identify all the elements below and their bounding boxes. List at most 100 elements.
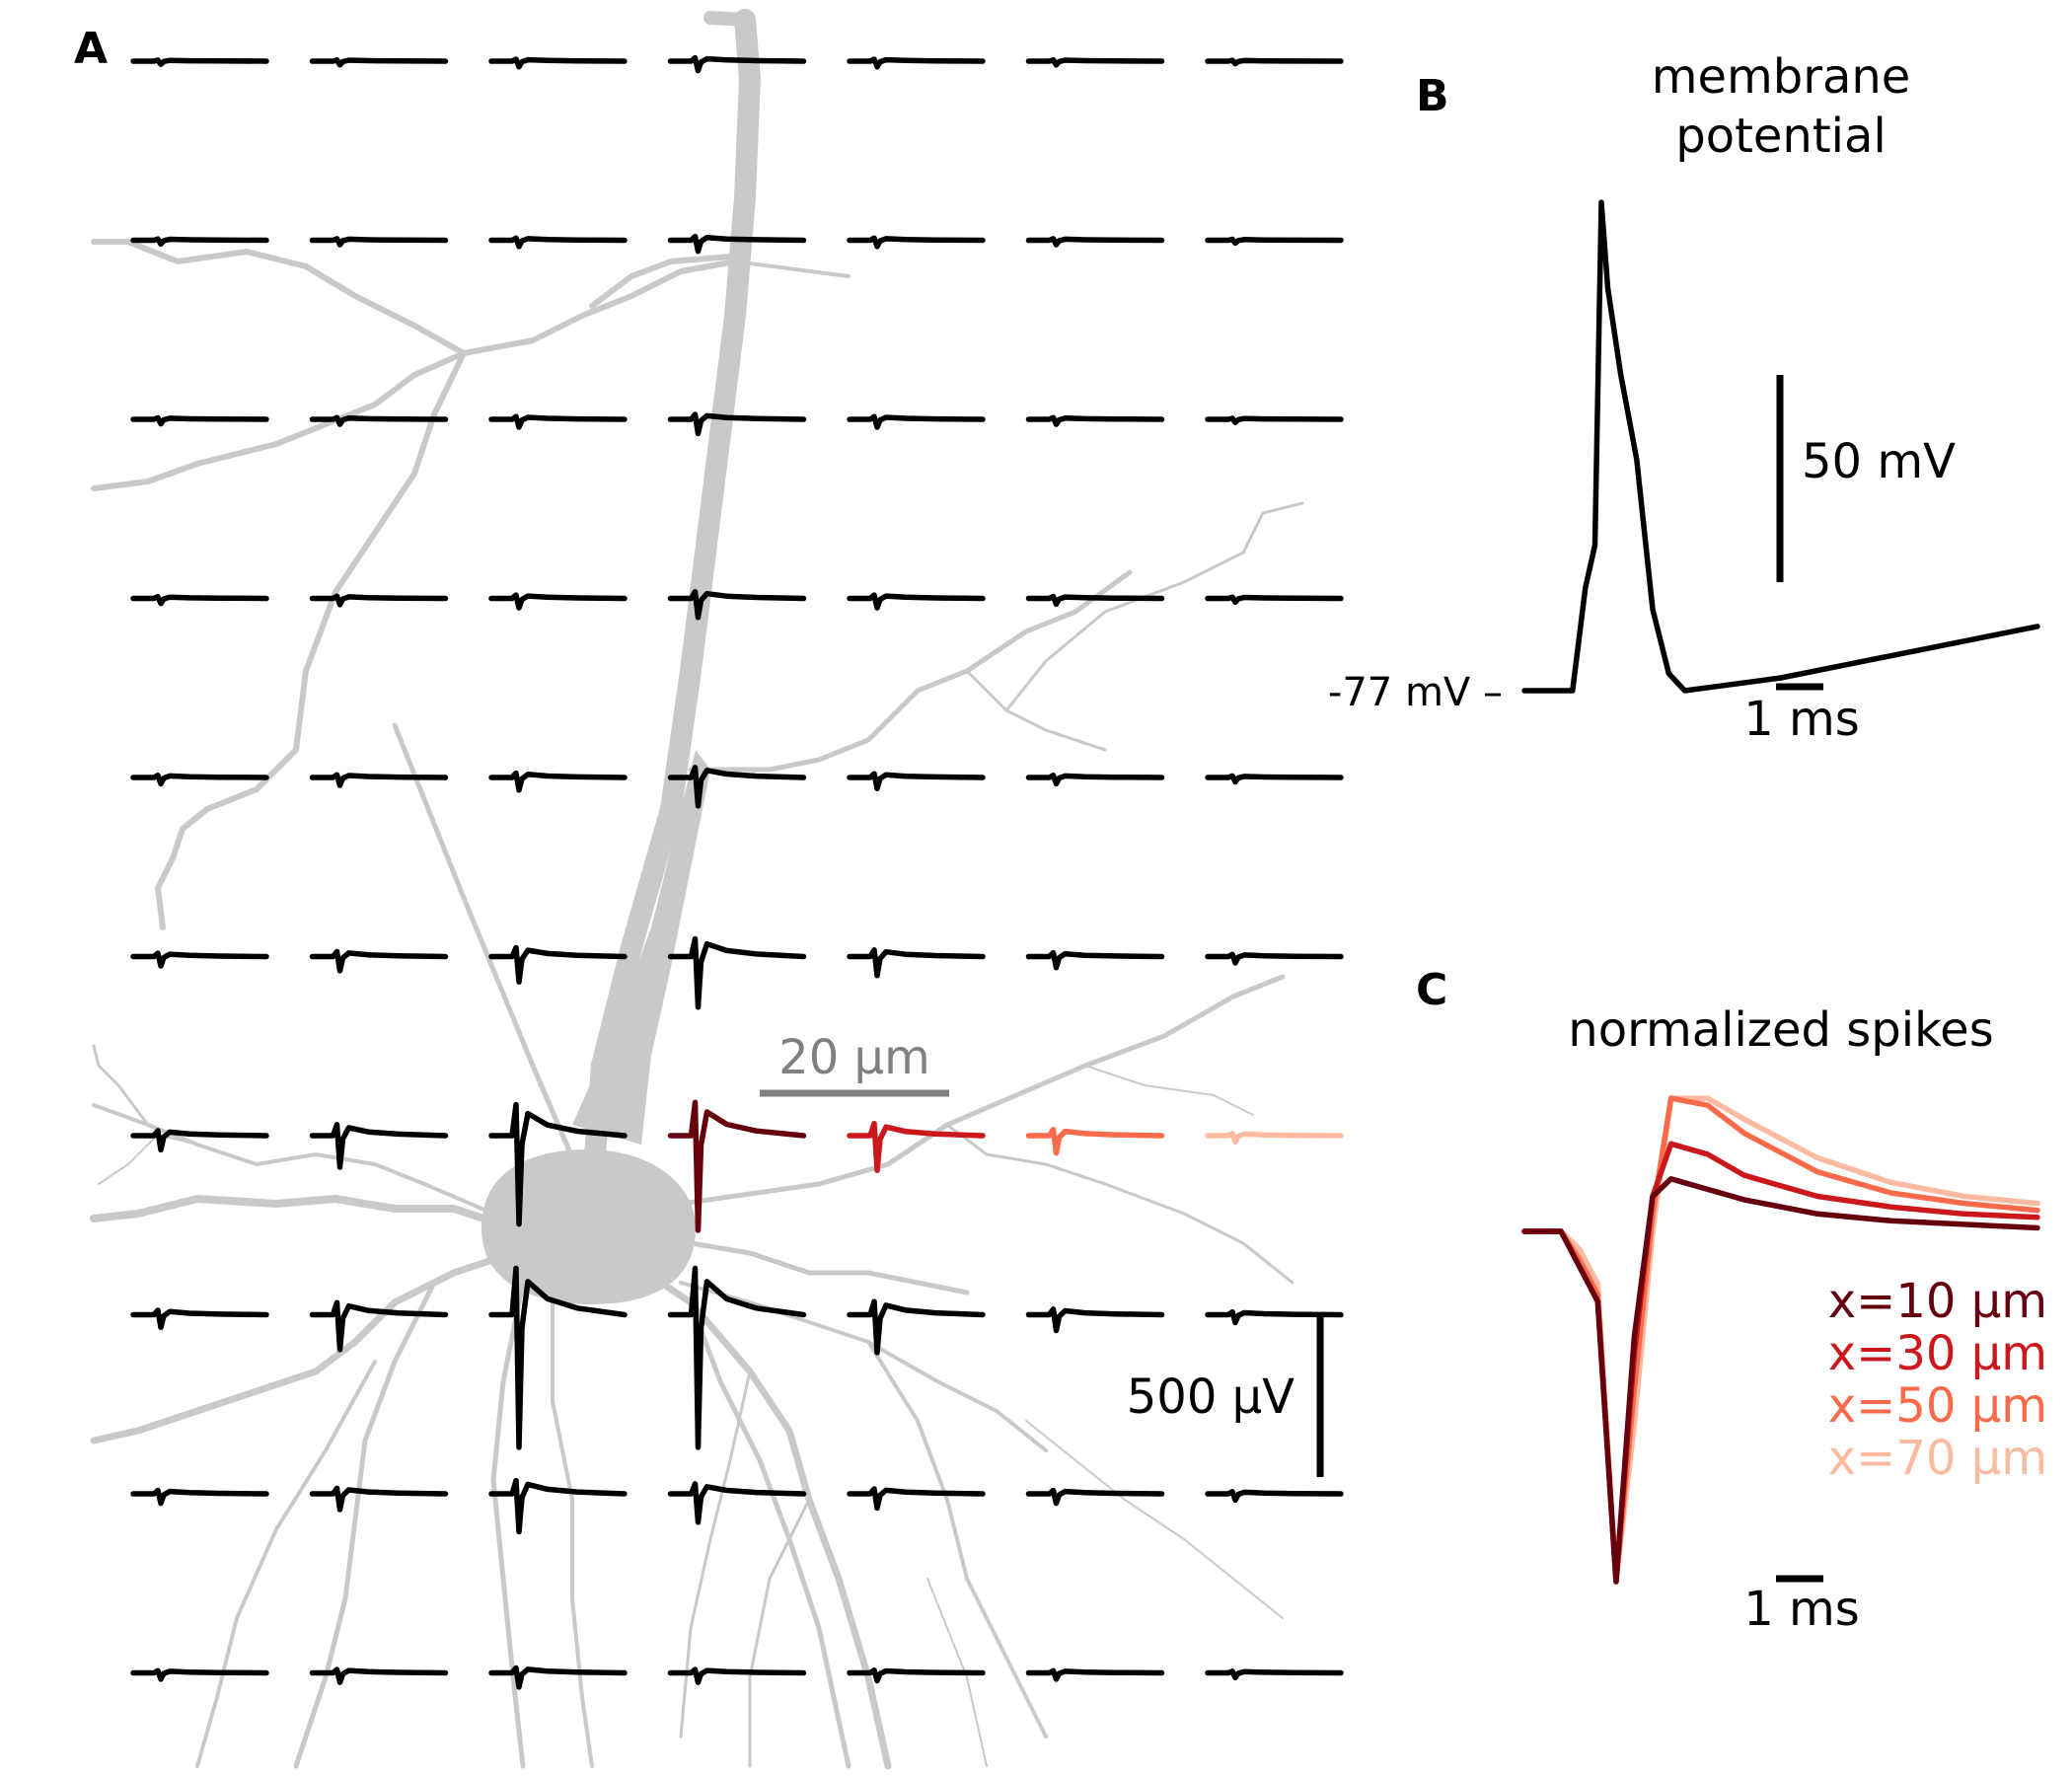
extracellular-trace xyxy=(847,1298,986,1356)
legend-entry: x=10 μm xyxy=(1828,1274,2047,1329)
spike-legend: x=10 μmx=30 μmx=50 μmx=70 μm xyxy=(1828,1274,2047,1486)
extracellular-trace xyxy=(667,1666,807,1685)
extracellular-trace xyxy=(130,593,269,607)
extracellular-trace xyxy=(488,592,628,611)
normalized-spike-traces xyxy=(1521,1095,2040,1585)
extracellular-trace xyxy=(1205,1308,1344,1326)
extracellular-trace xyxy=(488,413,628,430)
neuron-morphology xyxy=(90,9,1304,1770)
extracellular-trace xyxy=(1025,1667,1165,1682)
dendrite-branch xyxy=(926,1578,988,1767)
extracellular-trace xyxy=(1205,415,1344,425)
extracellular-trace xyxy=(1205,57,1344,67)
extracellular-trace xyxy=(667,233,807,255)
potential-scale-bar: 500 μV xyxy=(1127,1315,1324,1477)
extracellular-trace xyxy=(667,1481,807,1525)
extracellular-trace xyxy=(309,56,449,68)
extracellular-trace xyxy=(130,1667,269,1682)
extracellular-trace xyxy=(1205,1668,1344,1681)
extracellular-trace xyxy=(130,950,269,969)
normalized-spike-1 xyxy=(1521,1176,2040,1585)
potential-scale-label: 500 μV xyxy=(1127,1369,1295,1425)
dendrite-branch xyxy=(866,1340,1048,1739)
dendrite-branch xyxy=(945,1123,1295,1285)
dendrite-branch xyxy=(688,1240,970,1295)
dendrite-branch xyxy=(1084,1065,1254,1116)
extracellular-trace xyxy=(847,235,986,250)
dendrite-branch xyxy=(703,11,752,27)
extracellular-trace xyxy=(1025,56,1165,68)
extracellular-trace xyxy=(130,1487,269,1507)
distance-scale-bar: 20 μm xyxy=(760,1030,949,1097)
panel-b-title-line1: membrane xyxy=(1652,49,1911,105)
voltage-scale-label: 50 mV xyxy=(1802,434,1956,489)
time-scale-label-b: 1 ms xyxy=(1743,692,1860,747)
dendrite-branch xyxy=(98,1134,198,1185)
extracellular-trace xyxy=(309,948,449,974)
dendrite-branch xyxy=(678,974,1286,1207)
dendrite-branch xyxy=(551,1300,594,1768)
extracellular-trace xyxy=(1025,236,1165,248)
extracellular-trace xyxy=(667,765,807,809)
extracellular-trace xyxy=(309,772,449,788)
dendrite-branch xyxy=(490,1280,526,1769)
panel-c-title: normalized spikes xyxy=(1568,1002,1993,1058)
time-scale-label-c: 1 ms xyxy=(1743,1582,1860,1637)
dendrite-branch xyxy=(392,722,595,1207)
dendrite-branch xyxy=(91,259,738,491)
dendrite-branch xyxy=(628,1259,892,1770)
dendrite-branch xyxy=(748,1498,811,1768)
dendrite-branch xyxy=(90,1249,517,1444)
legend-entry: x=50 μm xyxy=(1828,1378,2047,1434)
normalized-spike-3 xyxy=(1521,1095,2040,1585)
extracellular-trace xyxy=(309,1666,449,1685)
dendrite-branch xyxy=(1004,501,1304,712)
extracellular-trace xyxy=(130,236,269,248)
extracellular-trace xyxy=(847,771,986,791)
panel-a-letter: A xyxy=(74,24,108,74)
extracellular-trace xyxy=(1025,1306,1165,1334)
dendrite-branch xyxy=(92,1044,150,1127)
extracellular-trace xyxy=(309,1299,449,1353)
extracellular-trace xyxy=(130,57,269,67)
dendrite-branch xyxy=(688,569,1133,773)
extracellular-trace xyxy=(130,1307,269,1331)
extracellular-trace xyxy=(1205,1489,1344,1504)
extracellular-trace xyxy=(488,1665,628,1690)
extracellular-trace xyxy=(1025,773,1165,787)
extracellular-trace xyxy=(667,589,807,621)
extracellular-trace xyxy=(847,1666,986,1684)
extracellular-trace xyxy=(309,593,449,608)
extracellular-trace xyxy=(309,1485,449,1513)
dendrite-branch xyxy=(195,1360,377,1768)
extracellular-trace-grid xyxy=(130,54,1344,1690)
extracellular-trace xyxy=(847,413,986,430)
extracellular-trace xyxy=(847,1486,986,1512)
distance-scale-label: 20 μm xyxy=(778,1030,930,1085)
extracellular-trace xyxy=(847,1120,986,1173)
extracellular-trace xyxy=(847,592,986,611)
extracellular-trace xyxy=(130,414,269,427)
extracellular-trace xyxy=(309,236,449,248)
panel-b-title-line2: potential xyxy=(1675,109,1887,164)
extracellular-trace xyxy=(667,411,807,437)
panel-c: C normalized spikes x=10 μmx=30 μmx=50 μ… xyxy=(1416,965,2047,1637)
extracellular-trace xyxy=(667,1099,807,1233)
soma xyxy=(481,1149,696,1304)
dendrite-branch xyxy=(688,1299,851,1769)
extracellular-trace xyxy=(488,56,628,70)
panel-b-letter: B xyxy=(1416,71,1449,121)
extracellular-trace xyxy=(488,770,628,793)
dendrite-branch xyxy=(155,350,467,930)
extracellular-trace xyxy=(1205,236,1344,247)
extracellular-trace xyxy=(1025,1127,1165,1156)
legend-entry: x=70 μm xyxy=(1828,1431,2047,1486)
extracellular-trace xyxy=(847,56,986,70)
dendrite-branch xyxy=(92,1103,495,1216)
extracellular-trace xyxy=(1205,1131,1344,1146)
legend-entry: x=30 μm xyxy=(1828,1326,2047,1381)
extracellular-trace xyxy=(309,414,449,427)
extracellular-trace xyxy=(1025,1487,1165,1507)
dendrite-branch xyxy=(90,1195,517,1232)
